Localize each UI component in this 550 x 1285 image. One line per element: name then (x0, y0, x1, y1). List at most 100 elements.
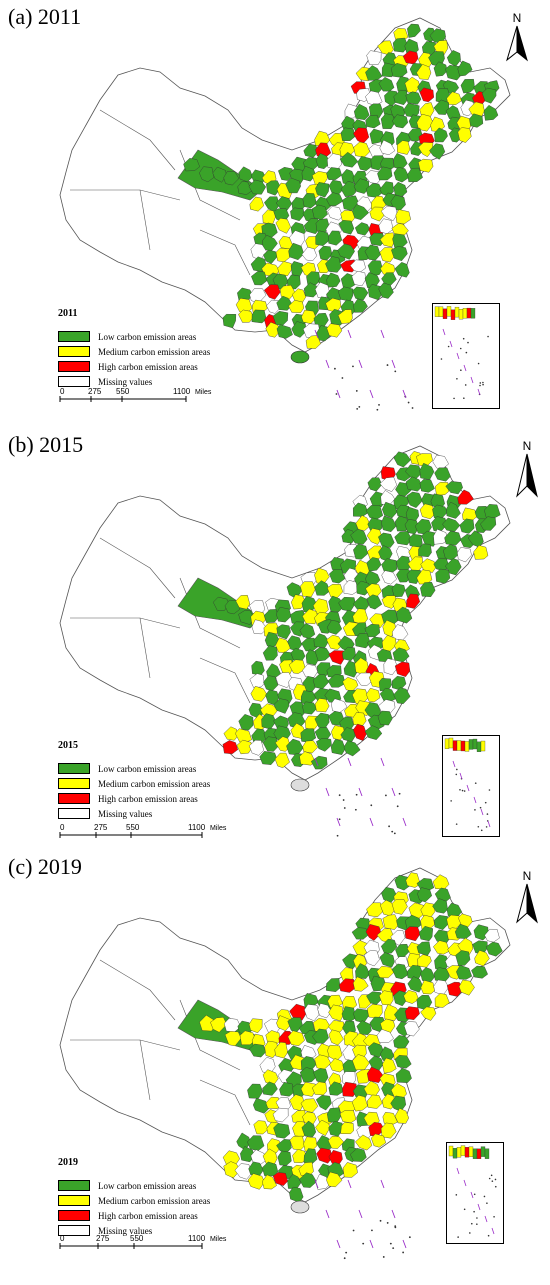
island-dot (343, 807, 346, 809)
inset-region (476, 741, 482, 752)
city-region (330, 739, 346, 755)
city-region (275, 217, 291, 234)
city-region (364, 244, 381, 261)
city-region (378, 532, 395, 548)
island-dot (338, 818, 341, 821)
inset-boundary-dash (477, 1203, 481, 1211)
city-region (248, 179, 267, 195)
city-region (365, 114, 381, 129)
legend-year: 2019 (58, 1157, 78, 1168)
city-region (393, 687, 411, 705)
city-region (353, 178, 370, 194)
legend-swatch-high (58, 361, 90, 372)
city-region (314, 698, 330, 713)
scale-tick: 1100 (173, 387, 191, 396)
city-region (355, 1134, 373, 1151)
city-region (251, 619, 268, 635)
city-region (288, 299, 305, 313)
city-region (328, 595, 345, 613)
legend-swatch-high (58, 793, 90, 804)
city-region (222, 740, 239, 755)
city-region (407, 23, 421, 38)
city-region (274, 752, 290, 769)
north-arrow-icon: N (512, 868, 542, 929)
legend-swatch-medium (58, 1195, 90, 1206)
maritime-boundary-dash (336, 1239, 341, 1249)
city-region (238, 609, 255, 625)
inset-island-dot (447, 345, 450, 348)
city-region (327, 674, 346, 688)
legend-swatch-medium (58, 346, 90, 357)
inset-island-dot (464, 384, 467, 386)
city-region (431, 516, 448, 532)
south-china-sea-inset (442, 735, 500, 837)
scale-unit: Miles (195, 389, 212, 396)
city-region (363, 949, 380, 967)
hainan-island (290, 1200, 310, 1214)
inset-region (464, 741, 470, 752)
legend-swatch-high (58, 1210, 90, 1221)
city-region (265, 321, 281, 338)
inset-region (446, 306, 452, 317)
city-region (383, 658, 398, 676)
city-region (391, 246, 408, 262)
inset-boundary-dash (459, 772, 463, 780)
inset-island-dot (456, 377, 458, 380)
maritime-boundary-dash (336, 817, 341, 827)
city-region (460, 78, 475, 94)
city-region (406, 593, 421, 609)
island-dot (394, 370, 397, 373)
city-region (266, 180, 282, 196)
inset-island-dot (490, 1174, 493, 1177)
city-region (238, 309, 254, 323)
city-region (394, 661, 411, 677)
panel-title: (c) 2019 (8, 854, 82, 879)
legend-swatch-medium (58, 778, 90, 789)
city-region (380, 938, 398, 954)
city-region (342, 195, 359, 211)
north-label: N (523, 869, 532, 883)
city-region (391, 583, 406, 598)
city-region (313, 633, 330, 649)
city-region (403, 1021, 420, 1037)
city-region (261, 1174, 277, 1190)
legend-label: Missing values (98, 1225, 153, 1236)
city-region (417, 954, 432, 968)
inset-island-dot (487, 335, 489, 338)
city-region (328, 1081, 344, 1096)
city-region (418, 142, 434, 157)
city-region (299, 1172, 317, 1188)
city-region (420, 1006, 437, 1021)
city-region (239, 1030, 257, 1046)
scale-tick: 0 (60, 1234, 65, 1243)
city-region (349, 1147, 367, 1162)
island-dot (378, 403, 380, 406)
city-region (407, 976, 423, 993)
scale-tick: 275 (88, 387, 102, 396)
scale-tick: 1100 (188, 1234, 206, 1243)
city-region (325, 192, 344, 206)
legend: 2011 Low carbon emission areas Medium ca… (58, 308, 210, 389)
city-region (434, 481, 450, 496)
inset-boundary-dash (473, 796, 477, 804)
city-region (262, 736, 280, 752)
city-region (251, 270, 268, 286)
inset-island-dot (486, 1202, 488, 1204)
city-region (343, 740, 361, 757)
island-dot (370, 804, 373, 807)
city-region (210, 1017, 228, 1033)
legend-item-low: Low carbon emission areas (58, 329, 210, 344)
scale-bar: 0 275 550 1100 Miles (58, 822, 258, 850)
city-region (483, 104, 499, 121)
city-region (366, 528, 383, 545)
inset-island-dot (459, 347, 462, 350)
city-region (352, 712, 367, 726)
city-region (364, 725, 383, 740)
inset-region (456, 1147, 462, 1158)
island-dot (376, 408, 379, 411)
city-region (314, 647, 332, 662)
inset-island-dot (482, 381, 484, 384)
inset-island-dot (473, 1193, 476, 1196)
city-region (395, 209, 411, 225)
city-region (252, 1097, 270, 1114)
